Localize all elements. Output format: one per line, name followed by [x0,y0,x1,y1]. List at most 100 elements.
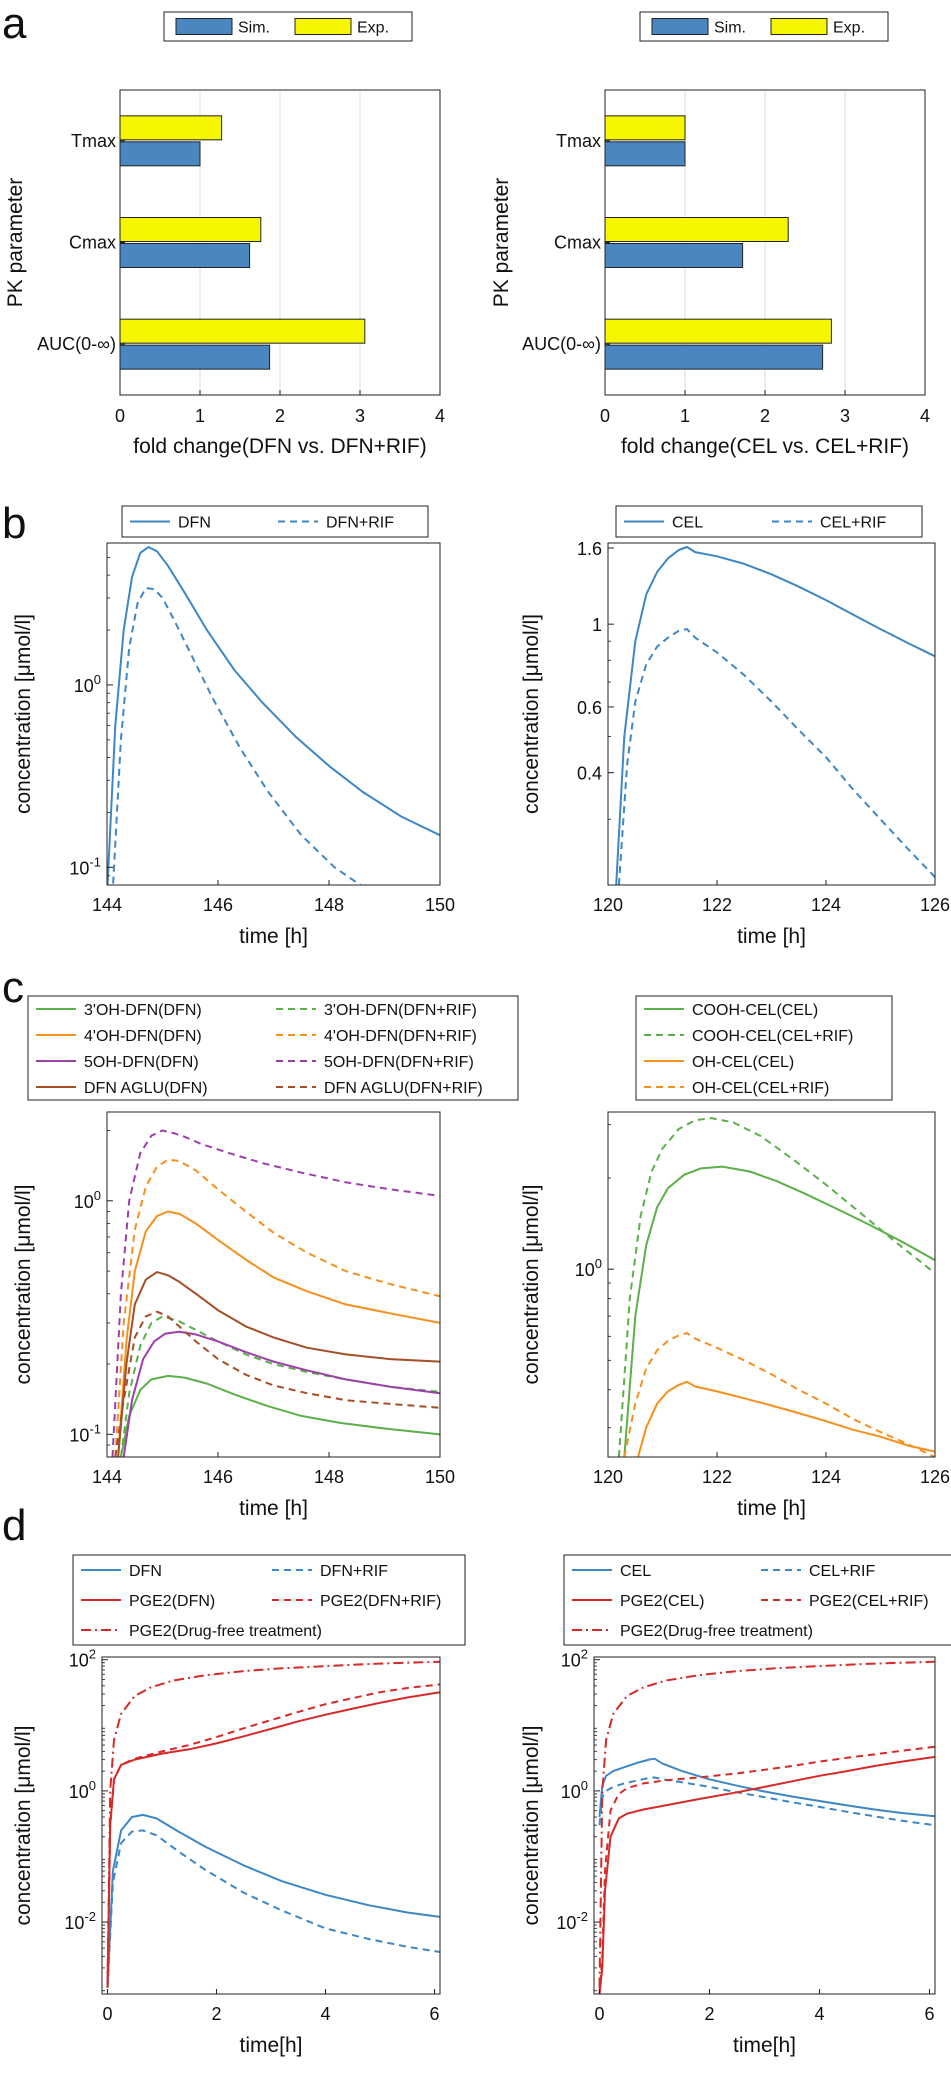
legend-label: 4'OH-DFN(DFN+RIF) [324,1028,477,1045]
x-axis-label: time [h] [239,1497,308,1520]
legend-label: 5OH-DFN(DFN) [84,1054,199,1071]
plot-frame [593,1656,936,1995]
chart-c2: 120 122 124 126 100 [575,1111,950,1487]
x-axis-label: fold change(DFN vs. DFN+RIF) [133,435,427,458]
legend-label: CEL [672,515,703,532]
series-line-cel-rif [598,1776,935,1827]
legend-d2: CEL CEL+RIF PGE2(CEL) PGE2(CEL+RIF) PGE2(Dru… [563,1554,951,1646]
x-tick-label: 0 [594,2004,604,2024]
bar-exp [119,217,262,242]
x-tick-label: 146 [203,895,233,915]
x-tick-label: 2 [704,2004,714,2024]
y-tick-label: 10-1 [69,1421,101,1445]
legend-label: 4'OH-DFN(DFN) [84,1028,202,1045]
plot-frame [101,1656,441,1995]
legend-label: 3'OH-DFN(DFN+RIF) [324,1002,477,1019]
x-tick-label: 150 [425,1467,455,1487]
legend-box [635,995,893,1101]
legend-box [563,1554,951,1646]
series-line-dfn [107,546,440,885]
chart-b1: 144 146 148 150 10-1 100 [69,542,455,915]
plot-frame [607,542,936,886]
x-tick-label: 1 [195,406,205,426]
y-tick-label: 102 [69,1647,96,1671]
legend-d1: DFN DFN+RIF PGE2(DFN) PGE2(DFN+RIF) PGE2(Dru… [72,1554,466,1646]
legend-label: Sim. [238,20,270,37]
legend-c1: 3'OH-DFN(DFN) 3'OH-DFN(DFN+RIF) 4'OH-DFN(D… [27,995,519,1101]
legend-label: PGE2(CEL+RIF) [809,1593,929,1610]
legend-label: PGE2(CEL) [620,1593,704,1610]
x-tick-label: 120 [593,1467,623,1487]
y-tick-label: 0.4 [577,764,602,784]
x-axis-label: time[h] [239,2034,302,2057]
y-tick-label: 100 [74,1188,101,1212]
legend-label: 5OH-DFN(DFN+RIF) [324,1054,474,1071]
x-tick-label: 144 [92,895,122,915]
bar-exp [604,318,832,344]
x-axis-label: time [h] [737,1497,806,1520]
x-tick-label: 122 [702,895,732,915]
plot-frame [106,542,441,886]
y-axis-label: concentration [μmol/l] [12,614,35,814]
x-tick-label: 4 [321,2004,331,2024]
x-tick-label: 0 [115,406,125,426]
bar-sim [119,243,251,268]
category-label: Tmax [556,131,601,151]
x-tick-label: 6 [924,2004,934,2024]
x-tick-label: 150 [425,895,455,915]
series-group [111,1129,440,1457]
x-tick-label: 0 [102,2004,112,2024]
chart-b2: 120 122 124 126 0.4 0.6 1 1.6 [577,539,950,915]
plot-frame [607,1111,936,1458]
series-line-cel-rif [617,628,935,885]
legend-label: DFN+RIF [326,515,394,532]
legend-label: CEL+RIF [809,1563,875,1580]
chart-d1: 0 2 4 6 10-2 100 102 [64,1647,441,2024]
x-tick-label: 0 [600,406,610,426]
series-group [617,1117,935,1457]
bar-sim [119,344,271,370]
bar-sim [604,344,824,370]
x-tick-label: 126 [920,895,950,915]
x-tick-label: 2 [275,406,285,426]
legend-box [27,995,519,1101]
series-line-cooh-cel-cel-rif- [617,1117,935,1457]
x-tick-label: 2 [760,406,770,426]
panel-label-a: a [2,0,27,48]
legend-label: PGE2(Drug-free treatment) [620,1623,813,1640]
legend-b1: DFN DFN+RIF [121,505,429,538]
x-tick-label: 4 [435,406,445,426]
x-tick-label: 124 [811,895,841,915]
series-line-pge2-dfn-rif- [106,1683,440,1988]
series-line-pge2-cel-rif- [598,1745,935,1994]
x-axis-label: time [h] [239,925,308,948]
legend-label: Sim. [714,20,746,37]
legend-label: DFN [129,1563,162,1580]
y-axis-label: PK parameter [4,178,27,308]
legend-swatch [651,18,709,35]
chart-d2: 0 2 4 6 10-2 100 102 [556,1647,936,2024]
y-tick-label: 100 [575,1256,602,1280]
y-axis-label: concentration [μmol/l] [520,1725,543,1925]
series-line-pge2-drug-free-treatment- [106,1660,440,1988]
chart-c1: 144 146 148 150 10-1 100 [69,1111,455,1487]
series-line-oh-cel-cel- [637,1380,935,1457]
legend-label: CEL+RIF [820,515,886,532]
x-tick-label: 6 [430,2004,440,2024]
series-line-pge2-cel- [598,1755,935,1994]
legend-label: DFN+RIF [320,1563,388,1580]
y-tick-label: 10-2 [64,1909,96,1933]
legend-label: CEL [620,1563,651,1580]
bar-sim [604,243,744,268]
legend-label: OH-CEL(CEL+RIF) [692,1080,829,1097]
series-line-dfn-rif [106,1829,440,1988]
legend-label: OH-CEL(CEL) [692,1054,794,1071]
x-tick-label: 120 [593,895,623,915]
x-tick-label: 148 [314,895,344,915]
y-tick-label: 100 [69,1778,96,1802]
legend-a1: Sim. Exp. [163,11,413,42]
series-group [106,1660,440,1988]
x-tick-label: 3 [355,406,365,426]
series-line-oh-cel-cel-rif- [623,1332,935,1457]
